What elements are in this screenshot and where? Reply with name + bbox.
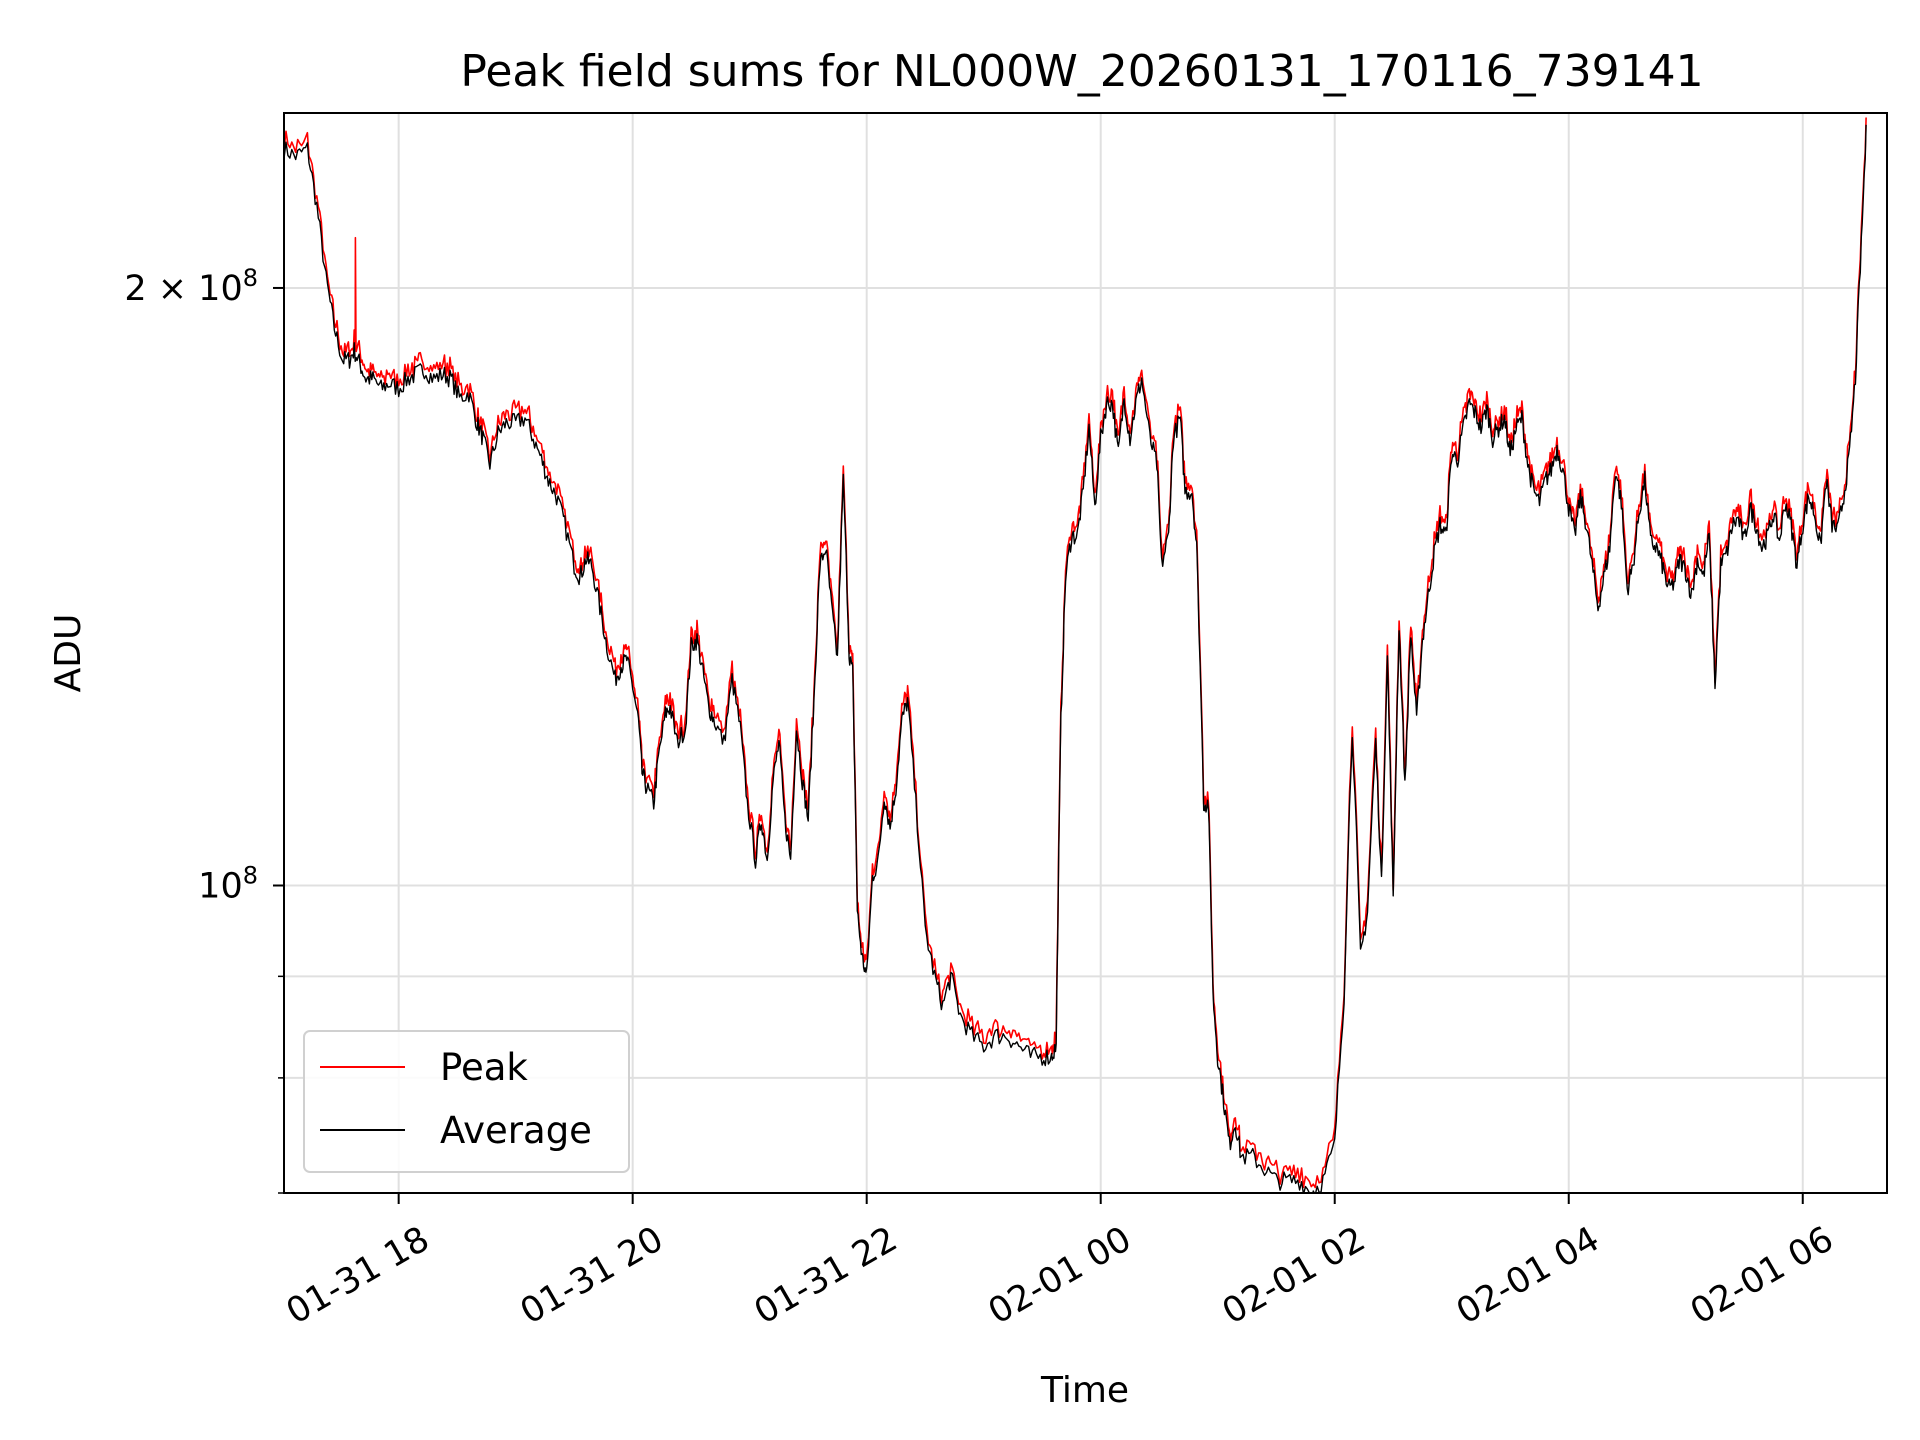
chart-title: Peak field sums for NL000W_20260131_1701… <box>460 46 1703 97</box>
series-layer <box>284 117 1867 1193</box>
y-axis-title: ADU <box>48 614 89 693</box>
plot-frame <box>283 112 1888 1194</box>
y-tick-label: 108 <box>198 862 258 907</box>
series-group <box>284 117 1867 1193</box>
legend-label-peak: Peak <box>440 1046 528 1089</box>
legend-label-average: Average <box>440 1109 592 1152</box>
y-axis: 108 2 × 108 <box>124 264 284 1194</box>
x-axis-title: Time <box>1040 1370 1129 1411</box>
series-line-average <box>284 124 1867 1193</box>
y-tick-label: 2 × 108 <box>124 264 258 309</box>
legend: Peak Average <box>303 1030 630 1173</box>
